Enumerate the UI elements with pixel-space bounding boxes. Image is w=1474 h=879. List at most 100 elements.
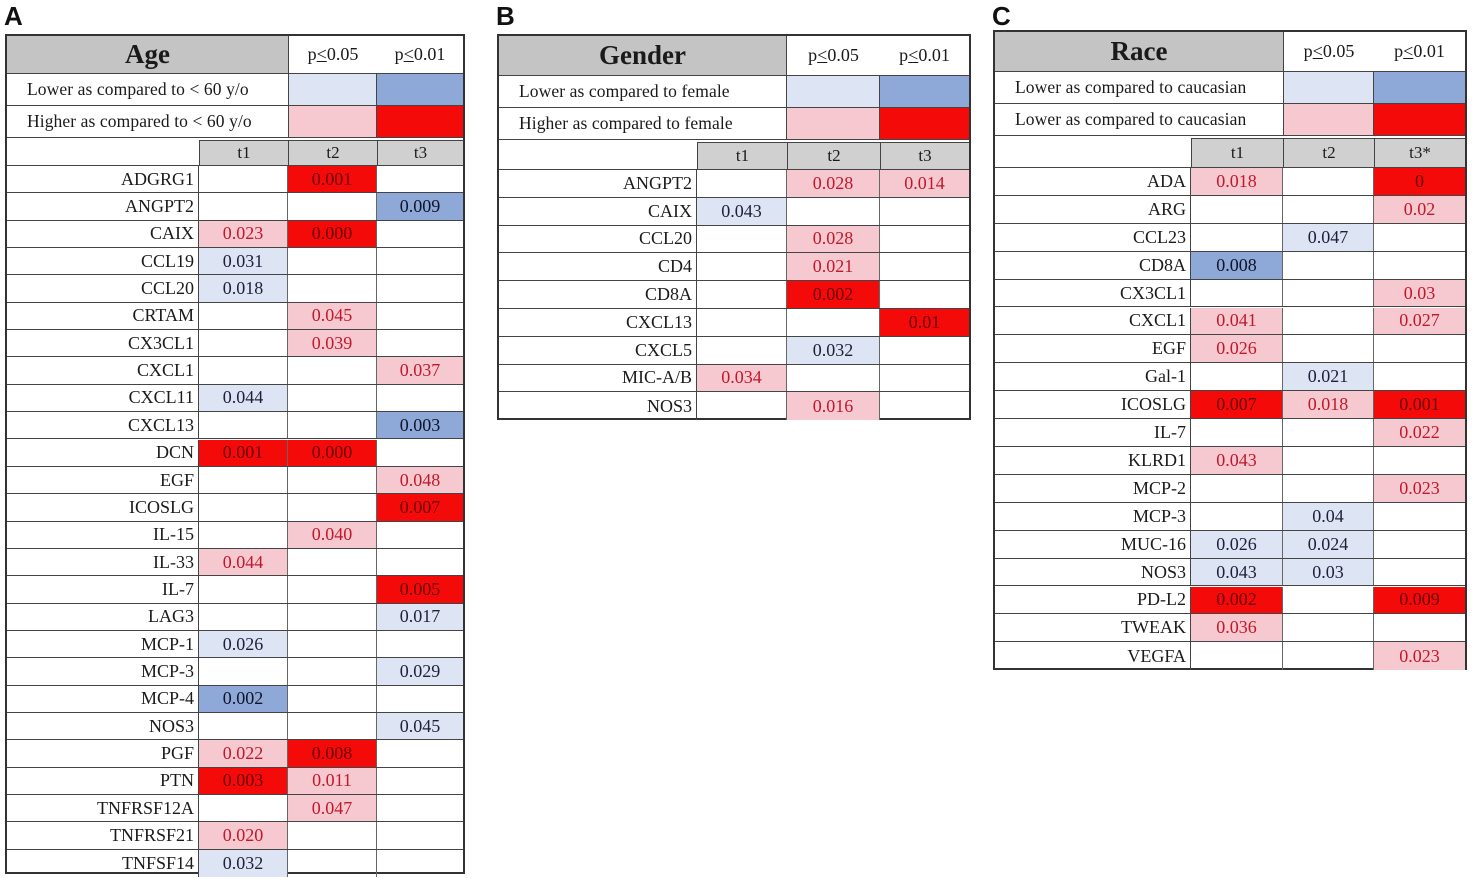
p-threshold: 0.05 — [1322, 41, 1355, 61]
legend-row: Lower as compared to < 60 y/o — [7, 74, 463, 106]
table-row: CCL20 0.018 — [7, 275, 463, 303]
p-value-cell — [697, 309, 787, 336]
legend-swatch-p001 — [1374, 104, 1465, 135]
gene-label: TWEAK — [995, 614, 1191, 642]
gene-label: NOS3 — [7, 713, 199, 740]
gene-label: CCL19 — [7, 248, 199, 275]
table-row: CAIX 0.043 — [499, 197, 969, 226]
p-value-cell — [1374, 503, 1465, 530]
gene-label: KLRD1 — [995, 447, 1191, 474]
title-row: Race p <0.05 p <0.01 — [995, 32, 1465, 72]
p-value-cell: 0.03 — [1283, 558, 1374, 586]
table-row: CXCL11 0.044 — [7, 384, 463, 413]
p-value-cell: 0.02 — [1374, 195, 1465, 223]
gene-label: CD4 — [499, 253, 697, 281]
table-title: Age — [7, 36, 289, 73]
p-value-cell — [199, 193, 288, 220]
p-value-cell — [1374, 531, 1465, 558]
p-value-cell: 0.048 — [377, 466, 463, 494]
p-value-cell: 0.041 — [1191, 307, 1283, 335]
gene-label: ADA — [995, 168, 1191, 195]
table-row: MUC-16 0.026 0.024 — [995, 530, 1465, 559]
p-value-cell: 0.047 — [288, 795, 377, 822]
p-value-cell — [377, 440, 463, 466]
table-row: ANGPT2 0.028 0.014 — [499, 170, 969, 198]
p-value-cell: 0.043 — [1191, 558, 1283, 586]
legend-row: Lower as compared to caucasian — [995, 104, 1465, 136]
p-value-cell: 0.04 — [1283, 502, 1374, 530]
legend-swatch-p005 — [787, 108, 880, 139]
table-row: NOS3 0.043 0.03 — [995, 558, 1465, 587]
table-row: CXCL13 0.003 — [7, 412, 463, 440]
gene-label: CRTAM — [7, 302, 199, 330]
p-value-cell: 0.001 — [288, 166, 377, 193]
gene-label: IL-7 — [995, 419, 1191, 446]
p-value-cell — [199, 466, 288, 494]
p-value-cell — [1374, 614, 1465, 641]
p-value-cell: 0.001 — [199, 439, 288, 466]
p-value-cell — [1191, 223, 1283, 251]
p-value-cell: 0.005 — [377, 576, 463, 603]
gene-label: PGF — [7, 740, 199, 767]
p-value-cell — [377, 740, 463, 766]
p-value-cell — [288, 384, 377, 412]
p-value-cell — [377, 850, 463, 877]
leq-symbol: < — [403, 44, 414, 64]
column-header-t2: t2 — [288, 140, 377, 165]
gene-label: CX3CL1 — [7, 330, 199, 357]
p-value-cell — [288, 548, 377, 576]
p-value-cell: 0.021 — [1283, 363, 1374, 391]
p-value-cell: 0.000 — [288, 220, 377, 248]
table-row: CX3CL1 0.03 — [995, 279, 1465, 308]
p-value-cell: 0.026 — [199, 630, 288, 658]
table-row: CXCL1 0.041 0.027 — [995, 307, 1465, 336]
gene-label: ICOSLG — [7, 494, 199, 521]
p-value-cell — [1374, 363, 1465, 390]
gene-label: CXCL5 — [499, 336, 697, 364]
legend-swatch-p005 — [289, 74, 377, 105]
p-value-cell — [377, 768, 463, 794]
gene-label: IL-15 — [7, 521, 199, 548]
column-header-t1: t1 — [199, 140, 288, 165]
p-value-cell — [199, 302, 288, 330]
legend-label: Higher as compared to < 60 y/o — [7, 106, 289, 137]
p-value-cell: 0.011 — [288, 767, 377, 795]
p-value-cell: 0.040 — [288, 521, 377, 548]
p-value-cell — [288, 412, 377, 439]
table-row: CD4 0.021 — [499, 253, 969, 282]
p-threshold: 0.01 — [918, 45, 950, 65]
table-row: CXCL1 0.037 — [7, 357, 463, 385]
leq-symbol: < — [1312, 41, 1323, 61]
p-value-cell — [697, 392, 787, 421]
p-value-cell: 0.023 — [1374, 642, 1465, 671]
p-value-cell: 0.01 — [880, 309, 969, 336]
column-header-row: t1 t2 t3* — [995, 138, 1465, 168]
p-value-cell — [199, 521, 288, 548]
p-005-header: p <0.05 — [1284, 32, 1374, 71]
legend-swatch-p005 — [289, 106, 377, 137]
gene-label: CCL20 — [7, 275, 199, 302]
p-value-cell — [697, 225, 787, 253]
p-value-cell — [1374, 559, 1465, 586]
p-value-cell — [288, 466, 377, 494]
p-value-cell — [1191, 642, 1283, 671]
p-value-cell — [1283, 474, 1374, 502]
p-value-cell — [1374, 252, 1465, 279]
gene-label: CD8A — [499, 281, 697, 308]
p-value-cell: 0.028 — [787, 170, 880, 197]
table-row: PGF 0.022 0.008 — [7, 740, 463, 768]
panel-letter-b: B — [496, 1, 515, 31]
table-title: Race — [995, 32, 1284, 71]
legend-row: Higher as compared to < 60 y/o — [7, 106, 463, 138]
p-value-cell: 0.027 — [1374, 307, 1465, 335]
table-row: TWEAK 0.036 — [995, 614, 1465, 643]
p-value-cell — [880, 392, 969, 420]
gene-label: IL-33 — [7, 548, 199, 576]
gene-label: TNFRSF12A — [7, 795, 199, 822]
table-row: IL-33 0.044 — [7, 548, 463, 577]
legend-row: Higher as compared to female — [499, 108, 969, 140]
p-value-cell: 0.014 — [880, 170, 969, 197]
gene-label: DCN — [7, 439, 199, 466]
table-row: IL-7 0.005 — [7, 576, 463, 604]
p-value-cell — [199, 166, 288, 193]
